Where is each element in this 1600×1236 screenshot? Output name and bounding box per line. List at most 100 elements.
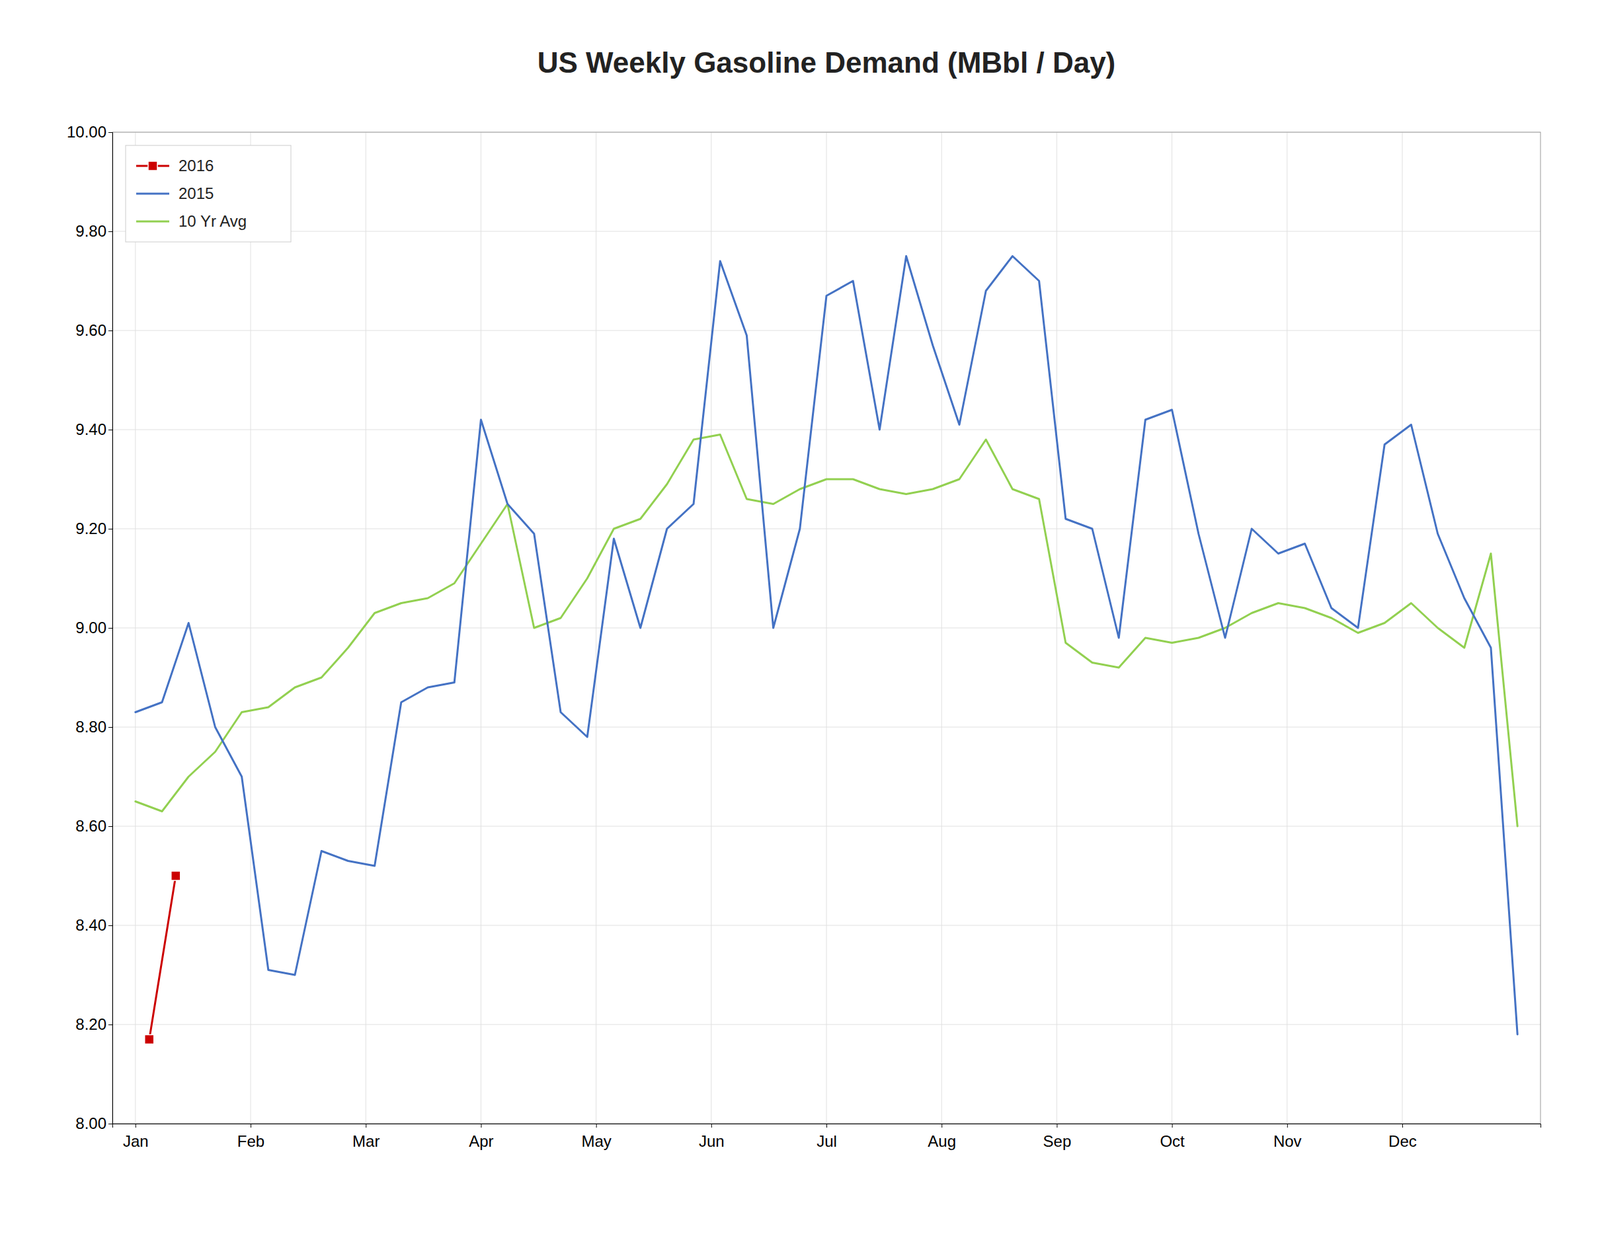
x-tick: Mar [352,1123,380,1151]
x-axis-line [113,1124,1542,1129]
series-marker [144,1035,155,1045]
x-tick-mark [1056,1123,1058,1128]
x-tick: Apr [468,1123,494,1151]
grid-line-y [112,528,1541,530]
series [144,871,181,1045]
y-tick-mark [108,628,113,629]
legend: 2016 2015 10 Yr Avg [125,145,291,242]
y-tick: 8.20 [75,1015,113,1034]
y-tick: 9.40 [75,420,113,439]
y-tick-label: 8.80 [75,718,107,736]
y-tick-mark [108,1024,113,1026]
x-tick-mark [711,1123,713,1128]
x-tick-mark [365,1123,367,1128]
series-line [135,435,1518,828]
x-tick: May [581,1123,611,1151]
series-line [135,256,1518,1036]
x-tick: Jul [816,1123,838,1151]
grid-line-y [112,1024,1541,1026]
x-tick-label: Feb [237,1132,265,1151]
grid-line-y [112,727,1541,728]
x-tick-mark [826,1123,828,1128]
y-tick-label: 9.80 [75,222,107,240]
legend-item: 10 Yr Avg [136,212,247,231]
y-tick: 10.00 [66,122,113,141]
x-tick-label: Apr [468,1132,494,1151]
y-tick-label: 9.40 [75,420,107,439]
plot: Jan Feb Mar Apr May Jun Jul Aug Sep Oct Nov Dec 8.00… [66,122,1542,1151]
y-tick-label: 8.40 [75,916,107,935]
x-tick-label: Jan [122,1132,149,1151]
y-tick-mark [108,925,113,927]
y-tick: 9.60 [75,321,113,340]
x-tick: Aug [927,1123,957,1151]
x-tick: Feb [237,1123,265,1151]
legend-swatch [136,193,170,196]
y-tick: 8.80 [75,718,113,736]
y-tick: 9.80 [75,222,113,240]
x-tick: Jan [122,1123,149,1151]
y-tick: 8.00 [75,1114,113,1133]
y-tick-label: 9.00 [75,618,107,637]
y-tick-mark [108,429,113,431]
series-marker [171,871,181,881]
y-tick-mark [108,528,113,530]
y-tick: 9.20 [75,519,113,538]
marks [135,256,1518,1045]
x-tick-mark [1402,1123,1403,1128]
plot-frame [112,132,1541,1124]
y-tick-label: 9.20 [75,519,107,538]
series-line [149,876,176,1040]
x-tick-label: May [581,1132,611,1151]
y-tick-label: 8.00 [75,1114,107,1133]
x-tick-label: Aug [927,1132,957,1151]
x-tick-label: Sep [1043,1132,1072,1151]
legend-label: 2016 [178,156,214,175]
x-tick-mark [250,1123,252,1128]
chart: US Weekly Gasoline Demand (MBbl / Day) Ja… [0,0,1600,1236]
y-tick-label: 9.60 [75,321,107,340]
legend-marker [148,161,158,171]
x-tick: Sep [1043,1123,1072,1151]
y-tick-mark [108,330,113,332]
y-tick-label: 8.60 [75,817,107,836]
x-tick: Oct [1159,1123,1185,1151]
legend-box [125,145,291,242]
chart-title: US Weekly Gasoline Demand (MBbl / Day) [537,46,1117,79]
x-tick-mark [480,1123,482,1128]
grid-line-y [112,925,1541,927]
grid-line-y [112,330,1541,332]
legend-swatch [136,220,170,223]
x-tick-mark [941,1123,943,1128]
x-tick-mark [1172,1123,1173,1128]
x-tick-label: Nov [1273,1132,1302,1151]
y-tick-mark [108,231,113,233]
x-tick-label: Dec [1388,1132,1417,1151]
x-tick-mark [1287,1123,1288,1128]
grid-line-y [112,826,1541,828]
y-axis: 8.00 8.20 8.40 8.60 8.80 9.00 9.20 9.40 9.60 9.80… [66,122,114,1133]
series [135,256,1518,1036]
legend-item: 2015 [136,184,214,203]
x-tick-label: Mar [352,1132,380,1151]
series [135,435,1518,828]
grid-line-y [112,628,1541,629]
x-tick-mark [135,1123,137,1128]
x-tick-mark [596,1123,598,1128]
legend-item: 2016 [136,156,214,175]
x-tick: Dec [1388,1123,1417,1151]
x-tick-label: Jun [698,1132,725,1151]
y-axis-line [108,132,114,1125]
x-tick-label: Jul [816,1132,838,1151]
grid [112,132,1541,1124]
y-tick-mark [108,826,113,828]
legend-label: 10 Yr Avg [178,212,247,231]
y-tick-mark [108,1123,113,1125]
grid-line-y [112,429,1541,431]
x-tick: Nov [1273,1123,1302,1151]
x-tick-label: Oct [1159,1132,1185,1151]
y-tick-mark [108,727,113,728]
y-tick-label: 8.20 [75,1015,107,1034]
y-tick-mark [108,132,113,133]
y-tick-label: 10.00 [66,122,107,141]
